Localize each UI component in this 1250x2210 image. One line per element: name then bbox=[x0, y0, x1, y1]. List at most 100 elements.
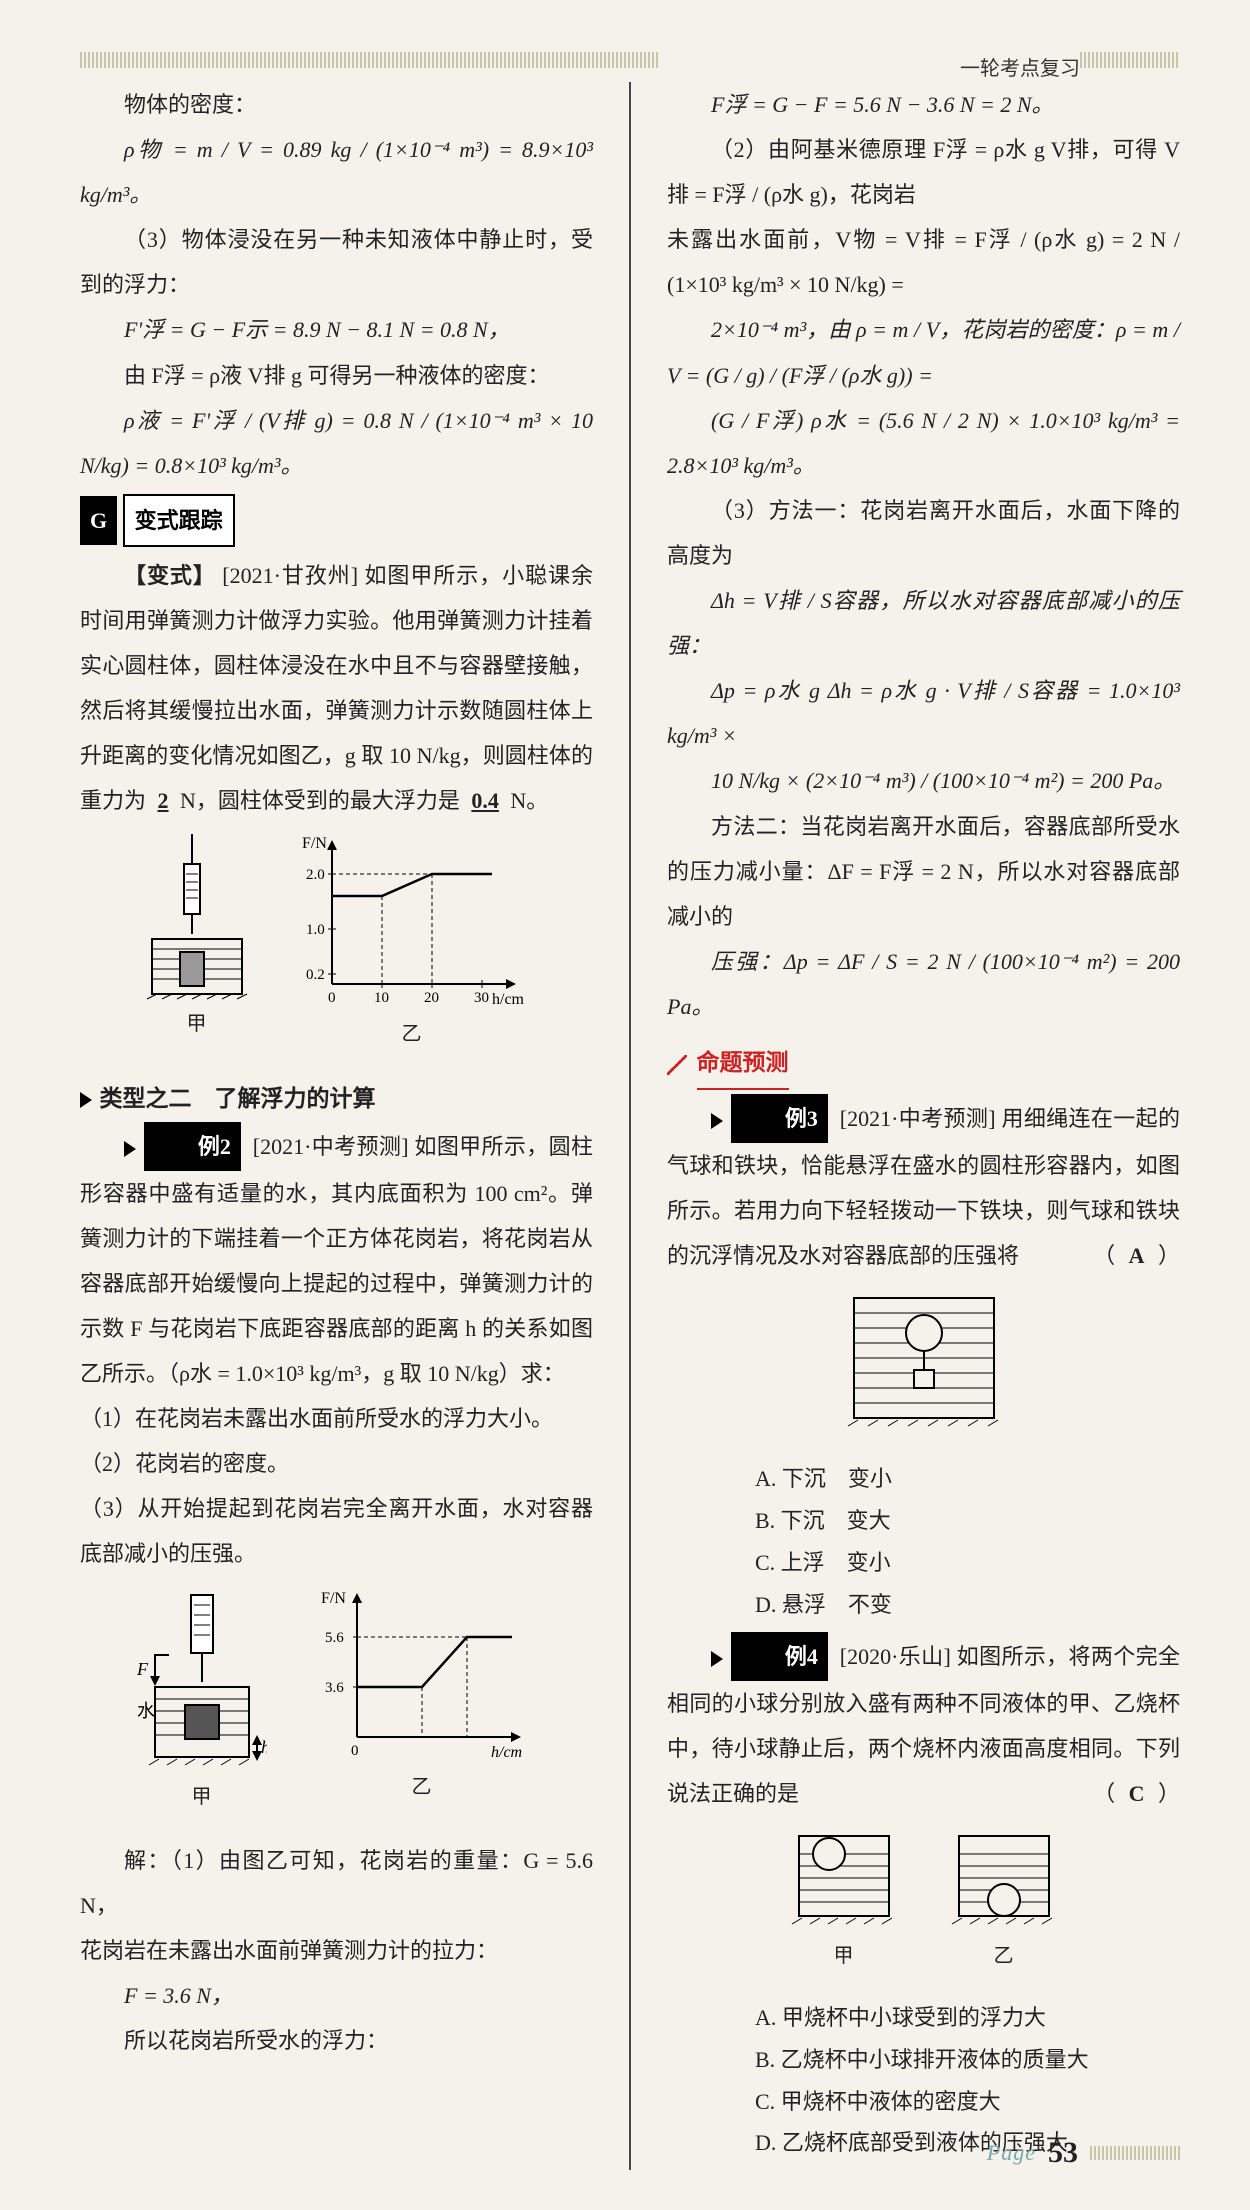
choice-a: A. 甲烧杯中小球受到的浮力大 bbox=[755, 1997, 1180, 2039]
axis-x-label: h/cm bbox=[492, 991, 525, 1008]
svg-text:F: F bbox=[137, 1659, 149, 1679]
sol-p3: 所以花岗岩所受水的浮力： bbox=[80, 2018, 593, 2063]
header-hatch-right bbox=[1080, 52, 1180, 68]
example-2: 例2 [2021·中考预测] 如图甲所示，圆柱形容器中盛有适量的水，其内底面积为… bbox=[80, 1122, 593, 1397]
text: （3）物体浸没在另一种未知液体中静止时，受到的浮力： bbox=[80, 217, 593, 307]
figure-3 bbox=[667, 1288, 1180, 1438]
r-f6: 10 N/kg × (2×10⁻⁴ m³) / (100×10⁻⁴ m²) = … bbox=[667, 758, 1180, 803]
svg-text:10: 10 bbox=[374, 990, 389, 1006]
svg-text:0: 0 bbox=[351, 1743, 359, 1759]
example-4-source: [2020·乐山] bbox=[840, 1644, 951, 1669]
figure-1-right: F/N h/cm 2.0 1.0 0.2 0 10 20 30 bbox=[292, 834, 532, 1055]
example-2-source: [2021·中考预测] bbox=[253, 1134, 409, 1159]
ex4-answer: C bbox=[1121, 1781, 1153, 1806]
header-hatch-left bbox=[80, 52, 660, 68]
choice-b: B. 下沉 变大 bbox=[755, 1500, 1180, 1542]
example-3-source: [2021·中考预测] bbox=[840, 1106, 996, 1131]
prediction-heading-text: 命题预测 bbox=[697, 1039, 789, 1090]
svg-text:5.6: 5.6 bbox=[325, 1630, 344, 1646]
example-2-text: 如图甲所示，圆柱形容器中盛有适量的水，其内底面积为 100 cm²。弹簧测力计的… bbox=[80, 1134, 593, 1386]
solution-lead: 解：（1）由图乙可知，花岗岩的重量：G = 5.6 N， bbox=[80, 1838, 593, 1928]
r-f1: F浮 = G − F = 5.6 N − 3.6 N = 2 N。 bbox=[667, 82, 1180, 127]
arrow-icon bbox=[80, 1092, 92, 1108]
type2-heading: 类型之二 了解浮力的计算 bbox=[80, 1075, 593, 1122]
ex3-answer: A bbox=[1121, 1243, 1153, 1268]
svg-text:2.0: 2.0 bbox=[306, 867, 325, 883]
footer-hatch bbox=[1090, 2146, 1180, 2160]
page-header: 一轮考点复习 bbox=[80, 58, 1180, 62]
variation-heading: G 变式跟踪 bbox=[80, 488, 593, 553]
r-p3: （3）方法一：花岗岩离开水面后，水面下降的高度为 bbox=[667, 488, 1180, 578]
choice-c: C. 上浮 变小 bbox=[755, 1542, 1180, 1584]
text: 由 F浮 = ρ液 V排 g 可得另一种液体的密度： bbox=[80, 353, 593, 398]
variation-text: 如图甲所示，小聪课余时间用弹簧测力计做浮力实验。他用弹簧测力计挂着实心圆柱体，圆… bbox=[80, 563, 593, 813]
ex2-q2: （2）花岗岩的密度。 bbox=[80, 1441, 593, 1486]
variation-source: [2021·甘孜州] bbox=[222, 563, 358, 588]
prediction-heading: 命题预测 bbox=[667, 1029, 1180, 1094]
figure-2-left: F 水 h 甲 bbox=[137, 1587, 267, 1818]
svg-text:0: 0 bbox=[328, 990, 336, 1006]
ex2-q3: （3）从开始提起到花岗岩完全离开水面，水对容器底部减小的压强。 bbox=[80, 1486, 593, 1576]
sol-p2: 花岗岩在未露出水面前弹簧测力计的拉力： bbox=[80, 1928, 593, 1973]
svg-text:20: 20 bbox=[424, 990, 439, 1006]
type2-heading-text: 类型之二 了解浮力的计算 bbox=[100, 1086, 376, 1111]
fig1-caption-right: 乙 bbox=[292, 1014, 532, 1055]
figure-4-left: 甲 bbox=[784, 1826, 904, 1977]
svg-text:3.6: 3.6 bbox=[325, 1680, 344, 1696]
example-4: 例4 [2020·乐山] 如图所示，将两个完全相同的小球分别放入盛有两种不同液体… bbox=[667, 1632, 1180, 1816]
r-f3: (G / F浮) ρ水 = (5.6 N / 2 N) × 1.0×10³ kg… bbox=[667, 398, 1180, 488]
arrow-icon bbox=[711, 1651, 723, 1667]
choice-d: D. 悬浮 不变 bbox=[755, 1584, 1180, 1626]
fig1-caption-left: 甲 bbox=[142, 1004, 252, 1045]
choice-c: C. 甲烧杯中液体的密度大 bbox=[755, 2081, 1180, 2123]
r-p2-lead: （2）由阿基米德原理 F浮 = ρ水 g V排，可得 V排 = F浮 / (ρ水… bbox=[667, 127, 1180, 217]
variation-mid: N，圆柱体受到的最大浮力是 bbox=[180, 788, 465, 813]
fig4-caption-right: 乙 bbox=[944, 1936, 1064, 1977]
formula: ρ物 = m / V = 0.89 kg / (1×10⁻⁴ m³) = 8.9… bbox=[80, 127, 593, 217]
svg-text:h/cm: h/cm bbox=[491, 1744, 522, 1761]
figure-4-right: 乙 bbox=[944, 1826, 1064, 1977]
page-number: 53 bbox=[1048, 2136, 1078, 2170]
r-f4: Δh = V排 / S容器，所以水对容器底部减小的压强： bbox=[667, 578, 1180, 668]
axis-y-label: F/N bbox=[302, 835, 327, 852]
choice-a: A. 下沉 变小 bbox=[755, 1458, 1180, 1500]
r-p4: 方法二：当花岗岩离开水面后，容器底部所受水的压力减小量：ΔF = F浮 = 2 … bbox=[667, 804, 1180, 939]
figure-1: 甲 F/N h/cm 2.0 1.0 0.2 0 10 bbox=[80, 834, 593, 1055]
variation-problem: 【变式】 [2021·甘孜州] 如图甲所示，小聪课余时间用弹簧测力计做浮力实验。… bbox=[80, 553, 593, 824]
r-f7: 压强：Δp = ΔF / S = 2 N / (100×10⁻⁴ m²) = 2… bbox=[667, 939, 1180, 1029]
figure-2-right: F/N h/cm 5.6 3.6 0 乙 bbox=[307, 1587, 537, 1818]
example-4-tag: 例4 bbox=[731, 1632, 828, 1681]
svg-text:0.2: 0.2 bbox=[306, 967, 325, 983]
example-2-tag: 例2 bbox=[144, 1122, 241, 1171]
left-column: 物体的密度： ρ物 = m / V = 0.89 kg / (1×10⁻⁴ m³… bbox=[80, 82, 593, 2170]
variation-end: N。 bbox=[510, 788, 548, 813]
figure-1-left: 甲 bbox=[142, 834, 252, 1055]
fig4-caption-left: 甲 bbox=[784, 1936, 904, 1977]
formula: ρ液 = F'浮 / (V排 g) = 0.8 N / (1×10⁻⁴ m³ ×… bbox=[80, 398, 593, 488]
fig2-caption-left: 甲 bbox=[137, 1777, 267, 1818]
ex3-choices: A. 下沉 变小 B. 下沉 变大 C. 上浮 变小 D. 悬浮 不变 bbox=[755, 1458, 1180, 1625]
arrow-icon bbox=[711, 1113, 723, 1129]
slash-icon bbox=[667, 1055, 687, 1075]
svg-text:30: 30 bbox=[474, 990, 489, 1006]
svg-text:1.0: 1.0 bbox=[306, 922, 325, 938]
sol-f1: F = 3.6 N， bbox=[80, 1973, 593, 2018]
text: 物体的密度： bbox=[80, 82, 593, 127]
figure-4: 甲 乙 bbox=[667, 1826, 1180, 1977]
fig2-caption-right: 乙 bbox=[307, 1767, 537, 1808]
column-divider bbox=[629, 82, 631, 2170]
header-label: 一轮考点复习 bbox=[960, 52, 1080, 81]
arrow-icon bbox=[124, 1141, 136, 1157]
blank-answer-2: 0.4 bbox=[465, 788, 505, 813]
svg-text:F/N: F/N bbox=[321, 1590, 346, 1607]
variation-title: 变式跟踪 bbox=[123, 494, 235, 547]
right-column: F浮 = G − F = 5.6 N − 3.6 N = 2 N。 （2）由阿基… bbox=[667, 82, 1180, 2170]
g-icon: G bbox=[80, 496, 117, 545]
figure-2: F 水 h 甲 bbox=[80, 1587, 593, 1818]
page-label: Page bbox=[987, 2140, 1036, 2166]
svg-text:h: h bbox=[261, 1737, 267, 1757]
r-f5: Δp = ρ水 g Δh = ρ水 g · V排 / S容器 = 1.0×10³… bbox=[667, 668, 1180, 758]
variation-label: 【变式】 bbox=[124, 563, 216, 588]
ex2-q1: （1）在花岗岩未露出水面前所受水的浮力大小。 bbox=[80, 1396, 593, 1441]
example-3: 例3 [2021·中考预测] 用细绳连在一起的气球和铁块，恰能悬浮在盛水的圆柱形… bbox=[667, 1094, 1180, 1278]
